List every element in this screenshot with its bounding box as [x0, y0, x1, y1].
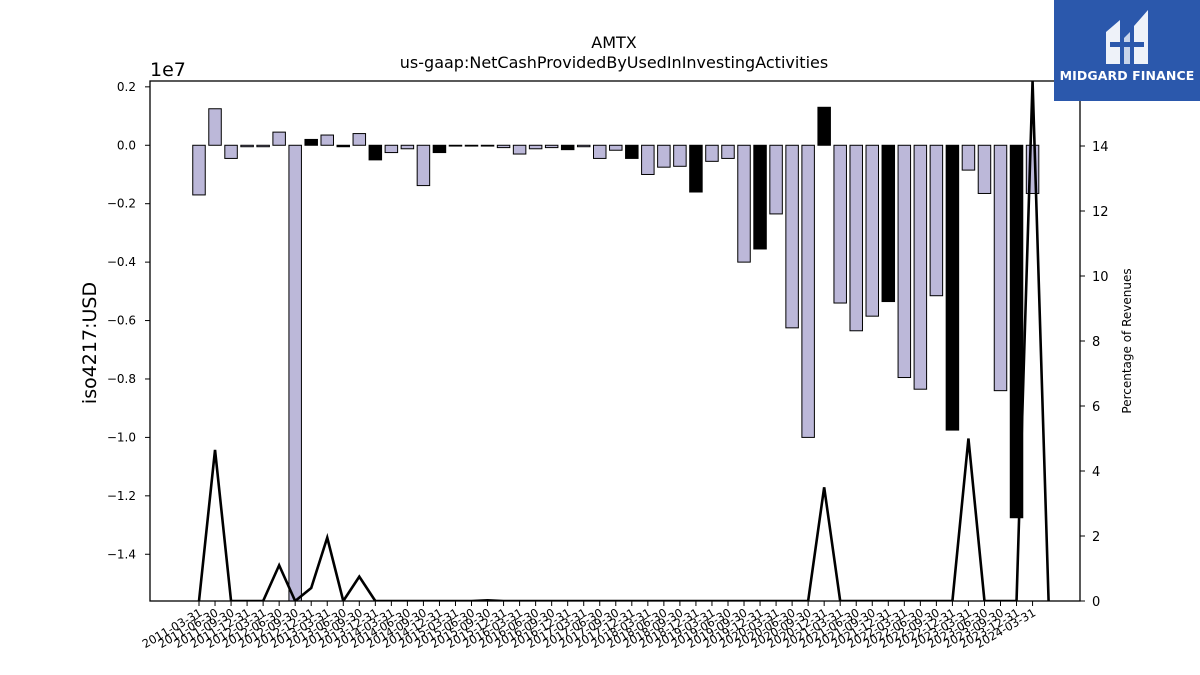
y2-tick-label: 2	[1092, 530, 1100, 545]
axes: 0.2 0.0 −0.2 −0.4 −0.6 −0.8 −1.0 −1.2 −1.4 0 2 4 6 8 1…	[107, 80, 1109, 651]
chart-title: AMTX	[591, 33, 637, 52]
chart-subtitle: us-gaap:NetCashProvidedByUsedInInvesting…	[400, 53, 828, 72]
bar	[304, 138, 318, 146]
bar	[496, 144, 511, 149]
bar	[769, 144, 783, 215]
bar	[865, 144, 880, 317]
bar	[208, 108, 222, 146]
bar	[609, 144, 623, 151]
bar	[897, 144, 912, 379]
bar	[913, 144, 928, 390]
bar	[432, 144, 447, 154]
y-offset-label: 1e7	[150, 59, 186, 81]
bar	[400, 144, 415, 150]
bar	[544, 144, 559, 149]
bar	[240, 144, 254, 148]
bar	[785, 144, 799, 329]
logo-label: MIDGARD FINANCE	[1059, 68, 1195, 83]
line-series	[197, 81, 1050, 601]
bar	[320, 134, 334, 146]
bar	[448, 144, 463, 147]
y2-tick-label: 10	[1092, 270, 1109, 285]
y-tick-label: −1.2	[107, 489, 136, 503]
bar	[352, 133, 367, 146]
series-line	[197, 81, 1050, 601]
bar	[881, 144, 896, 303]
bar	[689, 144, 703, 193]
bar	[961, 144, 976, 171]
bar	[641, 144, 655, 175]
bar	[721, 144, 735, 159]
bar	[945, 144, 960, 431]
y-tick-label: −1.0	[107, 430, 136, 444]
bar	[192, 144, 206, 196]
bar	[384, 144, 399, 154]
bar	[833, 144, 847, 304]
y-tick-label: −0.2	[107, 197, 136, 211]
y2-tick-label: 12	[1092, 205, 1109, 220]
bar	[977, 144, 992, 194]
bar	[801, 144, 815, 438]
bar	[480, 144, 495, 147]
y-axis-label: iso4217:USD	[79, 282, 101, 404]
bar	[625, 144, 639, 159]
bar	[753, 144, 767, 250]
y-tick-label: −1.4	[107, 547, 136, 561]
bar	[593, 144, 607, 159]
bar	[705, 144, 719, 162]
bar	[929, 144, 944, 297]
bar	[849, 144, 863, 332]
bar	[512, 144, 527, 155]
bar	[993, 144, 1008, 392]
bar	[673, 144, 687, 167]
bar	[817, 106, 831, 146]
bar	[272, 131, 286, 146]
bar	[464, 144, 479, 147]
bar	[416, 144, 431, 187]
y-tick-label: −0.8	[107, 372, 136, 386]
bar	[288, 144, 302, 602]
y-tick-label: 0.2	[117, 80, 136, 94]
y2-tick-label: 6	[1092, 400, 1100, 415]
y2-tick-label: 0	[1092, 595, 1100, 610]
bar	[576, 144, 591, 148]
bar	[657, 144, 671, 168]
y2-tick-label: 8	[1092, 335, 1100, 350]
y-tick-label: 0.0	[117, 138, 136, 152]
bar	[224, 144, 238, 159]
bar	[1009, 144, 1024, 519]
bar	[256, 144, 270, 148]
y2-tick-label: 4	[1092, 465, 1100, 480]
bars	[192, 106, 1040, 602]
bar	[528, 144, 543, 150]
bar	[336, 144, 351, 148]
bar	[737, 144, 751, 263]
y2-tick-label: 14	[1092, 140, 1109, 155]
midgard-logo-icon	[1106, 10, 1148, 64]
y-tick-label: −0.4	[107, 255, 136, 269]
bar	[560, 144, 575, 151]
y-tick-label: −0.6	[107, 314, 136, 328]
brand-logo: MIDGARD FINANCE	[1054, 0, 1200, 101]
y2-axis-label: Percentage of Revenues	[1120, 268, 1134, 413]
bar	[368, 144, 383, 161]
